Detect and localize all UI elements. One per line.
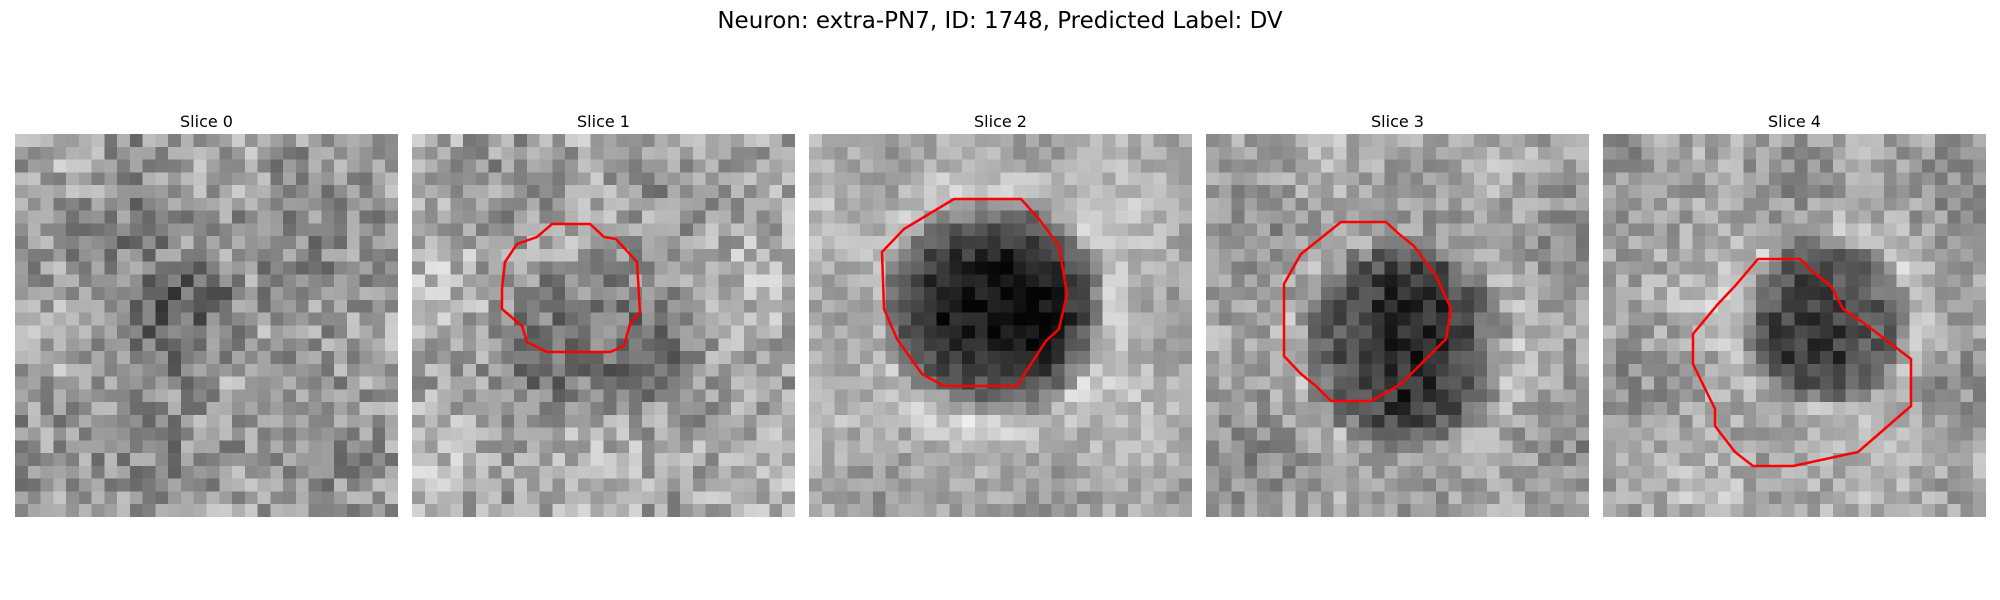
segmentation-contour-2 <box>880 197 1069 388</box>
contour-outline-1 <box>500 222 642 354</box>
slice-title-3: Slice 3 <box>1371 112 1424 131</box>
segmentation-contour-1 <box>500 222 642 354</box>
slice-pixels-1 <box>412 134 795 517</box>
slice-image-3 <box>1206 134 1589 517</box>
segmentation-contour-3 <box>1282 220 1453 403</box>
slice-image-2 <box>809 134 1192 517</box>
segmentation-contour-4 <box>1691 257 1913 468</box>
contour-outline-3 <box>1282 220 1453 403</box>
slice-panel-3: Slice 3 <box>1206 110 1589 517</box>
slice-title-2: Slice 2 <box>974 112 1027 131</box>
slice-panel-4: Slice 4 <box>1603 110 1986 517</box>
contour-outline-2 <box>880 197 1069 388</box>
slice-panel-1: Slice 1 <box>412 110 795 517</box>
slice-image-0 <box>15 134 398 517</box>
slice-title-4: Slice 4 <box>1768 112 1821 131</box>
slice-pixels-0 <box>15 134 398 517</box>
slice-image-1 <box>412 134 795 517</box>
slice-panel-0: Slice 0 <box>15 110 398 517</box>
slice-title-1: Slice 1 <box>577 112 630 131</box>
slice-title-0: Slice 0 <box>180 112 233 131</box>
contour-outline-4 <box>1691 257 1913 468</box>
slice-pixels-4 <box>1603 134 1986 517</box>
figure-title: Neuron: extra-PN7, ID: 1748, Predicted L… <box>717 8 1283 34</box>
slice-pixels-3 <box>1206 134 1589 517</box>
slice-panel-2: Slice 2 <box>809 110 1192 517</box>
slice-image-4 <box>1603 134 1986 517</box>
